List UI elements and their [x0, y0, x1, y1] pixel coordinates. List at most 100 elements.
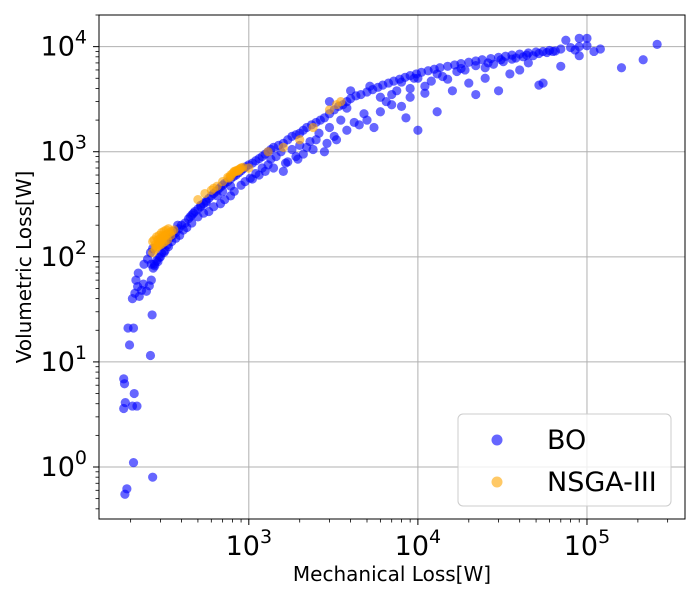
point-bo — [574, 33, 584, 43]
point-nsga-iii — [209, 183, 219, 193]
grid-lines — [99, 15, 685, 519]
point-bo — [268, 163, 279, 173]
point-nsga-iii — [278, 142, 288, 152]
point-bo — [314, 128, 324, 138]
legend-marker-nsga-iii — [491, 476, 503, 488]
x-axis-label: Mechanical Loss[W] — [293, 562, 491, 586]
point-nsga-iii — [336, 96, 346, 107]
y-tick-label: 102 — [41, 237, 87, 273]
point-bo — [471, 60, 481, 71]
point-bo — [493, 86, 504, 96]
point-bo — [456, 63, 466, 74]
point-bo — [128, 323, 139, 333]
point-bo — [582, 33, 592, 43]
point-bo — [556, 61, 566, 71]
x-tick-label: 104 — [395, 526, 441, 562]
point-bo — [522, 50, 532, 60]
point-bo — [354, 120, 364, 130]
point-bo — [342, 103, 352, 113]
point-bo — [496, 55, 506, 65]
point-nsga-iii — [193, 195, 203, 205]
point-bo — [128, 458, 139, 468]
x-tick-label: 105 — [564, 526, 610, 562]
legend-label-nsga-iii: NSGA-III — [547, 467, 657, 498]
point-bo — [405, 83, 415, 94]
point-bo — [413, 125, 423, 135]
point-bo — [131, 275, 141, 285]
point-bo — [185, 212, 195, 222]
point-bo — [616, 63, 627, 73]
point-bo — [133, 268, 143, 278]
point-bo — [145, 350, 156, 361]
point-bo — [122, 484, 132, 494]
point-bo — [146, 275, 156, 285]
point-bo — [146, 259, 156, 269]
point-bo — [443, 74, 453, 84]
point-bo — [322, 138, 332, 149]
point-bo — [225, 181, 236, 191]
point-bo — [396, 101, 407, 111]
point-nsga-iii — [200, 188, 210, 199]
point-bo — [652, 39, 662, 50]
point-bo — [638, 55, 648, 65]
point-bo — [278, 166, 288, 176]
point-bo — [365, 81, 375, 91]
point-bo — [582, 41, 592, 51]
point-nsga-iii — [263, 147, 273, 157]
point-bo — [464, 78, 474, 88]
point-bo — [387, 89, 397, 100]
point-bo — [147, 310, 157, 320]
point-bo — [266, 154, 276, 164]
point-bo — [483, 58, 493, 68]
point-nsga-iii — [308, 122, 318, 133]
point-bo — [362, 115, 372, 125]
point-bo — [589, 46, 599, 57]
point-bo — [420, 88, 430, 98]
y-tick-label: 104 — [41, 27, 87, 63]
point-bo — [254, 170, 264, 180]
point-bo — [124, 340, 135, 350]
point-bo — [548, 46, 558, 57]
point-bo — [538, 78, 548, 88]
point-bo — [293, 154, 303, 164]
x-tick-label: 103 — [226, 526, 272, 562]
point-bo — [324, 122, 335, 133]
legend-label-bo: BO — [547, 425, 586, 456]
point-bo — [413, 73, 423, 83]
legend-marker-bo — [491, 434, 503, 446]
axis-ticks: 103 104 105 100 101 102 103 104 — [41, 14, 669, 562]
legend: BO NSGA-III — [457, 413, 672, 507]
point-bo — [375, 92, 385, 102]
point-bo — [212, 191, 222, 201]
point-bo — [236, 180, 246, 190]
point-bo — [319, 147, 330, 157]
point-bo — [369, 122, 379, 133]
y-tick-label: 100 — [41, 447, 87, 483]
point-bo — [127, 401, 138, 411]
y-tick-label: 101 — [41, 342, 87, 378]
point-bo — [534, 48, 544, 59]
point-nsga-iii — [224, 173, 234, 183]
point-bo — [280, 158, 291, 168]
point-bo — [129, 388, 139, 399]
point-bo — [287, 144, 297, 155]
point-bo — [305, 136, 315, 147]
point-bo — [507, 54, 517, 64]
point-bo — [331, 135, 342, 145]
point-bo — [119, 374, 129, 384]
point-bo — [324, 96, 335, 107]
point-bo — [375, 107, 385, 117]
point-bo — [561, 35, 571, 45]
point-bo — [401, 113, 411, 123]
point-bo — [515, 65, 525, 75]
y-axis-label: Volumetric Loss[W] — [12, 171, 36, 364]
point-bo — [426, 76, 436, 86]
point-nsga-iii — [244, 163, 254, 173]
y-tick-label: 103 — [41, 132, 87, 168]
point-bo — [471, 89, 481, 100]
point-bo — [148, 472, 158, 482]
legend-box — [457, 413, 672, 507]
point-bo — [432, 107, 442, 117]
point-nsga-iii — [324, 105, 335, 115]
point-bo — [396, 77, 407, 87]
